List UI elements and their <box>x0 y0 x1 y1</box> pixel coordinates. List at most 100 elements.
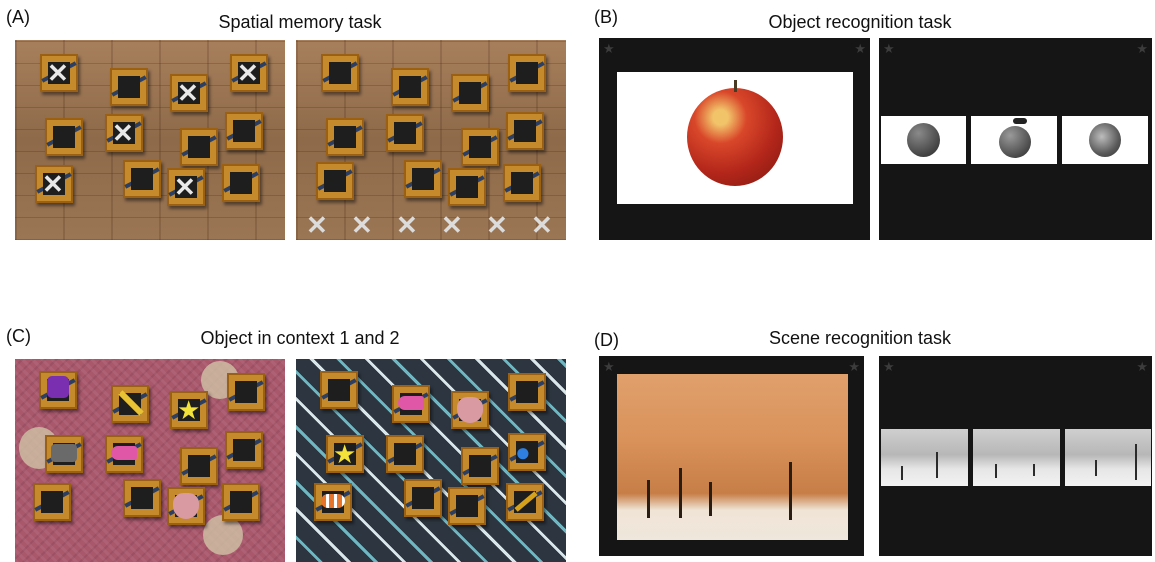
desert-scene-image <box>617 374 848 540</box>
box <box>451 74 489 112</box>
box <box>45 435 83 473</box>
cross-icon[interactable]: ✕ <box>306 210 328 240</box>
whistle-object <box>111 446 137 460</box>
star-icon: ★ <box>603 41 615 56</box>
box <box>404 479 442 517</box>
cross-icon[interactable]: ✕ <box>531 210 553 240</box>
apple-image <box>687 88 783 186</box>
box <box>506 483 544 521</box>
toy-object <box>51 444 77 462</box>
tree <box>789 462 792 520</box>
tree <box>936 452 938 478</box>
box <box>314 483 352 521</box>
cross-icon[interactable]: ✕ <box>351 210 373 240</box>
box <box>461 128 499 166</box>
tree <box>901 466 903 480</box>
star-icon: ★ <box>1136 41 1148 56</box>
panel-c-letter: (C) <box>6 326 31 346</box>
box <box>225 112 263 150</box>
ball-icon: ● <box>515 437 531 467</box>
spatial-memory-encoding-scene: ✕ ✕ ✕ ✕ ✕ ✕ <box>15 40 285 240</box>
cross-icon[interactable]: ✕ <box>396 210 418 240</box>
box <box>508 373 546 411</box>
rug-patch <box>203 515 243 555</box>
box <box>461 447 499 485</box>
box <box>39 371 77 409</box>
box: ● <box>508 433 546 471</box>
box <box>448 168 486 206</box>
box: ✕ <box>105 114 143 152</box>
box: ✕ <box>230 54 268 92</box>
box <box>180 447 218 485</box>
cross-icon: ✕ <box>237 58 259 88</box>
box: ★ <box>170 391 208 429</box>
object-choice-card[interactable] <box>971 116 1057 164</box>
spatial-memory-recall-scene: ✕ ✕ ✕ ✕ ✕ ✕ <box>296 40 566 240</box>
box: ✕ <box>167 168 205 206</box>
box <box>320 371 358 409</box>
cross-icon: ✕ <box>112 118 134 148</box>
object-recognition-study-screen: ★ ★ <box>599 38 870 240</box>
apple-stem <box>734 80 737 92</box>
scene-choice-image[interactable] <box>881 429 968 486</box>
box <box>386 114 424 152</box>
tree <box>679 468 682 518</box>
cross-icon: ✕ <box>177 78 199 108</box>
cross-icon[interactable]: ✕ <box>486 210 508 240</box>
apple-image <box>907 123 940 157</box>
object-choice-card[interactable] <box>881 116 966 164</box>
box <box>227 373 265 411</box>
box: ✕ <box>40 54 78 92</box>
star-icon: ★ <box>603 359 615 374</box>
object-recognition-test-screen: ★ ★ <box>879 38 1152 240</box>
whistle-object <box>398 396 424 410</box>
box <box>508 54 546 92</box>
box <box>222 483 260 521</box>
tree <box>995 464 997 478</box>
object-choice-card[interactable] <box>1062 116 1148 164</box>
panel-b-letter: (B) <box>594 7 618 27</box>
box <box>123 479 161 517</box>
box <box>451 391 489 429</box>
tree <box>1135 444 1137 480</box>
box <box>110 68 148 106</box>
panel-d-title: Scene recognition task <box>768 328 952 348</box>
box <box>123 160 161 198</box>
box <box>503 164 541 202</box>
panel-a-letter: (A) <box>6 7 30 27</box>
star-icon: ★ <box>177 395 201 425</box>
panel-d-letter: (D) <box>594 330 619 350</box>
cross-icon[interactable]: ✕ <box>441 210 463 240</box>
box <box>316 162 354 200</box>
tree <box>1095 460 1097 476</box>
box <box>105 435 143 473</box>
panel-c-title: Object in context 1 and 2 <box>200 328 400 348</box>
cross-icon: ✕ <box>42 169 64 199</box>
apple-image <box>999 126 1031 158</box>
scene-recognition-study-screen: ★ ★ <box>599 356 864 556</box>
butterfly-object <box>173 493 199 519</box>
scene-choice-image[interactable] <box>1065 429 1151 486</box>
box: ✕ <box>35 165 73 203</box>
star-icon: ★ <box>333 439 357 469</box>
box <box>33 483 71 521</box>
pencil-object <box>118 390 144 416</box>
box <box>167 487 205 525</box>
scene-choice-image[interactable] <box>973 429 1060 486</box>
star-icon: ★ <box>1136 359 1148 374</box>
panel-a-title: Spatial memory task <box>218 12 382 32</box>
box <box>180 128 218 166</box>
box <box>386 435 424 473</box>
butterfly-object <box>457 397 483 423</box>
box <box>392 385 430 423</box>
apple-stem <box>1013 118 1027 124</box>
box: ✕ <box>170 74 208 112</box>
box <box>506 112 544 150</box>
box <box>391 68 429 106</box>
panel-b-title: Object recognition task <box>768 12 952 32</box>
apple-image <box>1089 123 1121 157</box>
toy-object <box>47 376 69 398</box>
box <box>321 54 359 92</box>
tree <box>1033 464 1035 476</box>
box <box>225 431 263 469</box>
